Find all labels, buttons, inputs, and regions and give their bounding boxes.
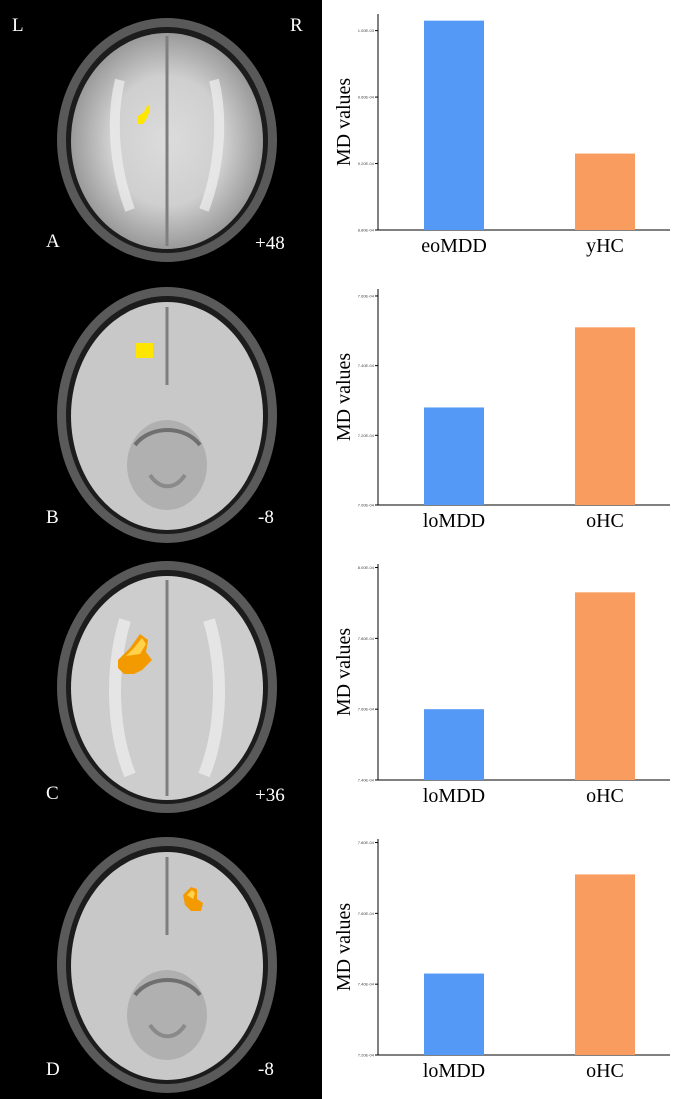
panel-c-letter: C <box>46 783 59 804</box>
category-label: oHC <box>586 1060 624 1082</box>
y-tick-label: 7.40E-04 <box>358 982 375 987</box>
orientation-right-label: R <box>290 15 303 36</box>
panel-a-slice: +48 <box>255 233 285 254</box>
y-axis-label: MD values <box>333 78 355 167</box>
bar-eomdd <box>424 20 484 231</box>
y-tick-label: 7.20E-04 <box>358 433 375 438</box>
category-label: oHC <box>586 510 624 532</box>
category-label: eoMDD <box>421 235 487 257</box>
brain-images-panel: L R A +48 B -8 <box>0 0 322 1099</box>
brain-slice-b <box>57 287 277 543</box>
y-tick-label: 7.60E-04 <box>358 707 375 712</box>
panel-d-letter: D <box>46 1059 60 1080</box>
bar-charts-panel: 8.80E-04 9.20E-04 9.60E-04 1.00E-03 MD value… <box>322 0 680 1099</box>
brain-slice-d <box>57 837 277 1093</box>
category-label: loMDD <box>423 510 485 532</box>
brain-slice-a <box>57 18 277 262</box>
bar-lomdd <box>424 709 484 780</box>
md-chart-4: 7.20E-04 7.40E-04 7.60E-04 7.80E-04 MD value… <box>333 839 670 1082</box>
brain-slice-c <box>57 561 277 813</box>
y-axis-label: MD values <box>333 903 355 992</box>
y-tick-label: 1.00E-03 <box>358 28 375 33</box>
y-tick-label: 7.40E-04 <box>358 363 375 368</box>
bar-lomdd <box>424 973 484 1055</box>
md-chart-3: 7.40E-04 7.60E-04 7.80E-04 8.00E-04 MD value… <box>333 564 670 807</box>
activation-cluster-a <box>138 104 150 124</box>
panel-a-letter: A <box>46 231 60 252</box>
y-tick-label: 9.60E-04 <box>358 95 375 100</box>
y-tick-label: 8.80E-04 <box>358 228 375 233</box>
y-tick-label: 9.20E-04 <box>358 161 375 166</box>
y-tick-label: 7.80E-04 <box>358 636 375 641</box>
y-axis-label: MD values <box>333 353 355 442</box>
panel-c-slice: +36 <box>255 785 285 806</box>
panel-b-letter: B <box>46 507 59 528</box>
orientation-left-label: L <box>12 15 24 36</box>
y-tick-label: 7.20E-04 <box>358 1053 375 1058</box>
bar-yhc <box>575 153 635 230</box>
bar-ohc <box>575 874 635 1055</box>
category-label: oHC <box>586 785 624 807</box>
activation-cluster-b <box>136 343 153 358</box>
category-label: loMDD <box>423 785 485 807</box>
y-axis-label: MD values <box>333 628 355 717</box>
y-tick-label: 7.80E-04 <box>358 840 375 845</box>
y-tick-label: 7.00E-04 <box>358 503 375 508</box>
y-tick-label: 8.00E-04 <box>358 565 375 570</box>
md-chart-1: 8.80E-04 9.20E-04 9.60E-04 1.00E-03 MD value… <box>333 14 670 257</box>
category-label: loMDD <box>423 1060 485 1082</box>
category-label: yHC <box>586 235 624 257</box>
y-tick-label: 7.60E-04 <box>358 293 375 298</box>
md-chart-2: 7.00E-04 7.20E-04 7.40E-04 7.60E-04 MD value… <box>333 289 670 532</box>
y-tick-label: 7.60E-04 <box>358 911 375 916</box>
bar-ohc <box>575 592 635 780</box>
bar-lomdd <box>424 407 484 505</box>
y-tick-label: 7.40E-04 <box>358 778 375 783</box>
bar-ohc <box>575 327 635 505</box>
panel-d-slice: -8 <box>258 1059 274 1080</box>
panel-b-slice: -8 <box>258 507 274 528</box>
